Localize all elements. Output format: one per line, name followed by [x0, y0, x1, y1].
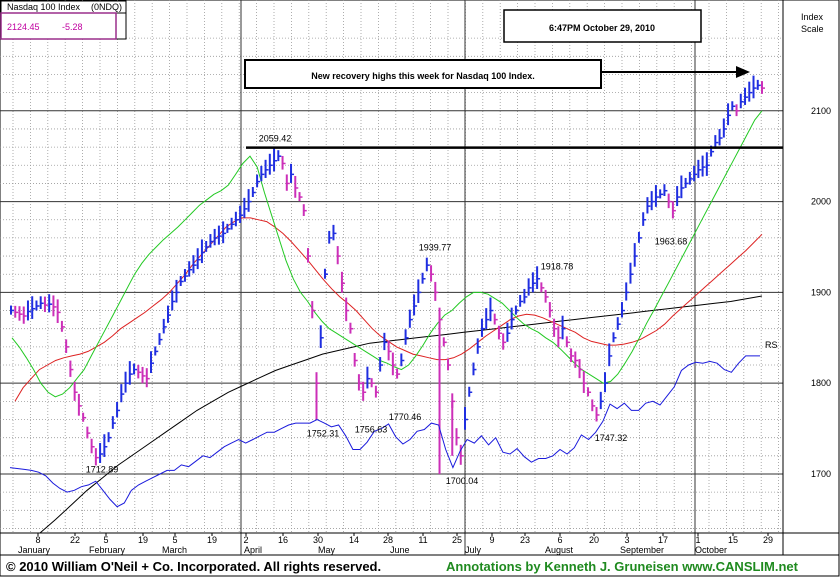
ma-10-week-line [11, 110, 763, 398]
x-day-label: 9 [489, 535, 494, 545]
price-label: 2059.42 [259, 134, 292, 144]
chart-title: Nasdaq 100 Index [7, 2, 81, 12]
price-label: 1747.32 [595, 433, 628, 443]
x-day-label: 22 [70, 535, 80, 545]
y-tick-label: 1800 [811, 378, 831, 388]
price-label: 1770.46 [389, 412, 422, 422]
price-bars [10, 75, 765, 474]
last-price: 2124.45 [7, 22, 40, 32]
x-day-label: 1 [695, 535, 700, 545]
rs-line [9, 355, 760, 508]
copyright-text: © 2010 William O'Neil + Co. Incorporated… [6, 559, 382, 574]
callout-box [244, 59, 602, 89]
x-day-label: 14 [349, 535, 359, 545]
y-axis-title-line1: Index [801, 12, 824, 22]
x-day-label: 16 [278, 535, 288, 545]
ma-200-day-line [39, 295, 763, 534]
x-day-label: 20 [589, 535, 599, 545]
y-tick-label: 2100 [811, 106, 831, 116]
price-label: 1756.63 [355, 425, 388, 435]
annotation-credit: Annotations by Kenneth J. Gruneisen www.… [446, 559, 798, 574]
grid [0, 0, 839, 555]
x-day-label: 5 [103, 535, 108, 545]
quote-box [0, 12, 117, 40]
x-month-label: January [18, 545, 51, 555]
x-day-label: 28 [383, 535, 393, 545]
callout-arrow-head [736, 66, 750, 78]
timestamp-box [503, 9, 702, 43]
price-change: -5.28 [62, 22, 83, 32]
price-label: 1918.78 [541, 261, 574, 271]
y-tick-label: 1900 [811, 287, 831, 297]
x-day-label: 29 [763, 535, 773, 545]
x-day-label: 5 [172, 535, 177, 545]
x-day-label: 19 [138, 535, 148, 545]
y-tick-label: 1700 [811, 469, 831, 479]
x-month-label: May [318, 545, 336, 555]
x-day-label: 25 [452, 535, 462, 545]
price-label: 1700.04 [446, 476, 479, 486]
x-month-label: March [162, 545, 187, 555]
x-day-label: 8 [35, 535, 40, 545]
x-month-label: September [620, 545, 664, 555]
timestamp: 6:47PM October 29, 2010 [549, 23, 655, 33]
footer: © 2010 William O'Neil + Co. Incorporated… [0, 556, 840, 577]
x-month-label: June [390, 545, 410, 555]
x-day-label: 15 [728, 535, 738, 545]
chart-symbol: (0NDQ) [91, 2, 122, 12]
rs-line-group: RS [9, 340, 778, 508]
x-day-label: 11 [418, 535, 427, 545]
x-month-label: October [695, 545, 727, 555]
x-month-label: July [465, 545, 482, 555]
rs-label: RS [765, 340, 778, 350]
x-day-label: 19 [207, 535, 217, 545]
x-day-label: 6 [557, 535, 562, 545]
x-month-label: February [89, 545, 126, 555]
callout-text: New recovery highs this week for Nasdaq … [311, 71, 535, 81]
price-label: 1963.68 [655, 237, 688, 247]
x-month-label: August [545, 545, 574, 555]
price-label: 1939.77 [419, 242, 452, 252]
price-label: 1712.89 [86, 464, 119, 474]
x-day-label: 17 [658, 535, 668, 545]
x-day-label: 3 [624, 535, 629, 545]
y-axis-title-line2: Scale [801, 24, 824, 34]
x-day-label: 23 [520, 535, 530, 545]
x-day-label: 2 [243, 535, 248, 545]
x-month-label: April [244, 545, 262, 555]
price-label: 1752.31 [307, 428, 340, 438]
y-tick-label: 2000 [811, 197, 831, 207]
x-day-label: 30 [313, 535, 323, 545]
